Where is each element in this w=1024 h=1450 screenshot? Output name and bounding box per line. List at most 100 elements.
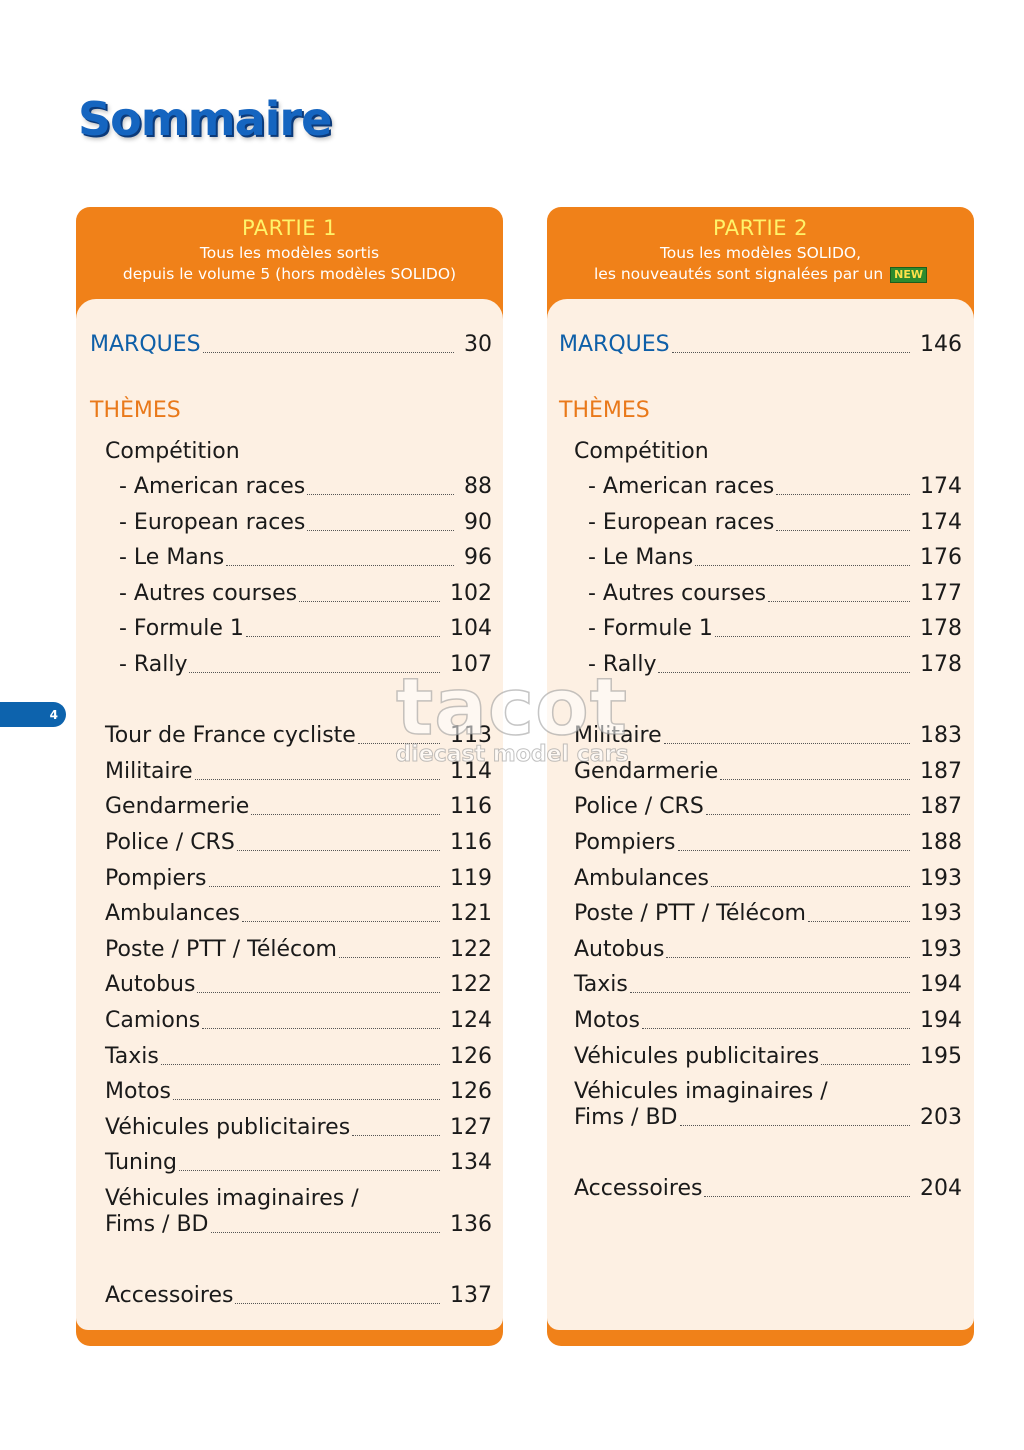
dot-leader bbox=[307, 530, 454, 531]
dot-leader bbox=[711, 886, 910, 887]
dot-leader bbox=[210, 1232, 440, 1233]
toc-entry-competition[interactable]: - Rally 107 bbox=[119, 651, 492, 679]
part2-subtitle-line2-row: les nouveautés sont signalées par un NEW bbox=[547, 264, 974, 285]
part2-header: PARTIE 2 Tous les modèles SOLIDO, les no… bbox=[547, 207, 974, 299]
dot-leader bbox=[714, 636, 910, 637]
toc-entry-theme[interactable]: Pompiers 119 bbox=[105, 865, 492, 893]
dot-leader bbox=[357, 743, 440, 744]
toc-entry-accessoires[interactable]: Accessoires 137 bbox=[105, 1282, 492, 1310]
toc-entry-label: Police / CRS bbox=[574, 794, 704, 819]
toc-entry-competition[interactable]: - American races 88 bbox=[119, 473, 492, 501]
dot-leader bbox=[679, 1125, 910, 1126]
toc-entry-imaginaires[interactable]: Fims / BD 136 bbox=[105, 1211, 492, 1239]
toc-entry-page: 121 bbox=[450, 901, 492, 926]
toc-entry-theme[interactable]: Tour de France cycliste 113 bbox=[105, 722, 492, 750]
toc-entry-label: Taxis bbox=[574, 972, 628, 997]
toc-entry-label: Véhicules publicitaires bbox=[574, 1044, 820, 1069]
toc-entry-label: Tuning bbox=[105, 1150, 178, 1175]
toc-entry-competition[interactable]: - Le Mans 176 bbox=[588, 544, 962, 572]
themes-heading: THÈMES bbox=[559, 398, 650, 423]
toc-entry-theme[interactable]: Ambulances 193 bbox=[574, 865, 962, 893]
toc-entry-page: 187 bbox=[920, 759, 962, 784]
toc-entry-theme[interactable]: Camions 124 bbox=[105, 1007, 492, 1035]
toc-entry-label: Police / CRS bbox=[105, 830, 235, 855]
toc-entry-page: 116 bbox=[450, 794, 492, 819]
toc-entry-competition[interactable]: - Autres courses 102 bbox=[119, 580, 492, 608]
toc-entry-theme[interactable]: Motos 126 bbox=[105, 1078, 492, 1106]
toc-entry-page: 174 bbox=[920, 510, 962, 535]
toc-entry-theme[interactable]: Taxis 194 bbox=[574, 971, 962, 999]
part2-subtitle: Tous les modèles SOLIDO, les nouveautés … bbox=[547, 243, 974, 285]
toc-entry-label: Fims / BD bbox=[574, 1105, 678, 1130]
toc-entry-theme[interactable]: Gendarmerie 116 bbox=[105, 793, 492, 821]
toc-entry-page: 126 bbox=[450, 1044, 492, 1069]
toc-entry-theme[interactable]: Véhicules publicitaires 195 bbox=[574, 1043, 962, 1071]
toc-entry-theme[interactable]: Pompiers 188 bbox=[574, 829, 962, 857]
toc-entry-page: 188 bbox=[920, 830, 962, 855]
toc-entry-theme[interactable]: Poste / PTT / Télécom 193 bbox=[574, 900, 962, 928]
toc-entry-theme[interactable]: Ambulances 121 bbox=[105, 900, 492, 928]
toc-entry-theme[interactable]: Militaire 183 bbox=[574, 722, 962, 750]
toc-entry-page: 146 bbox=[920, 332, 962, 357]
toc-entry-theme[interactable]: Poste / PTT / Télécom 122 bbox=[105, 936, 492, 964]
part1-toc: MARQUES 30 THÈMES Compétition - American… bbox=[76, 299, 503, 1330]
dot-leader bbox=[821, 1064, 910, 1065]
part1-subtitle-line1: Tous les modèles sortis bbox=[199, 244, 380, 262]
dot-leader bbox=[299, 601, 440, 602]
dot-leader bbox=[208, 886, 440, 887]
toc-entry-page: 193 bbox=[920, 901, 962, 926]
dot-leader bbox=[235, 1303, 440, 1304]
dot-leader bbox=[339, 957, 440, 958]
dot-leader bbox=[226, 565, 454, 566]
toc-entry-label: Accessoires bbox=[105, 1283, 234, 1308]
dot-leader bbox=[776, 530, 910, 531]
toc-entry-theme[interactable]: Autobus 122 bbox=[105, 971, 492, 999]
toc-entry-label: Militaire bbox=[574, 723, 662, 748]
toc-entry-page: 136 bbox=[450, 1212, 492, 1237]
toc-entry-imaginaires[interactable]: Fims / BD 203 bbox=[574, 1104, 962, 1132]
toc-entry-label: - American races bbox=[588, 474, 775, 499]
dot-leader bbox=[671, 352, 910, 353]
toc-entry-competition[interactable]: - Formule 1 178 bbox=[588, 615, 962, 643]
part1-panel: PARTIE 1 Tous les modèles sortis depuis … bbox=[76, 207, 503, 1346]
dot-leader bbox=[160, 1064, 440, 1065]
toc-entry-page: 193 bbox=[920, 866, 962, 891]
toc-entry-marques[interactable]: MARQUES 146 bbox=[559, 331, 962, 359]
toc-entry-theme[interactable]: Militaire 114 bbox=[105, 758, 492, 786]
toc-entry-theme[interactable]: Véhicules publicitaires 127 bbox=[105, 1114, 492, 1142]
dot-leader bbox=[202, 352, 454, 353]
toc-entry-competition[interactable]: - Formule 1 104 bbox=[119, 615, 492, 643]
toc-entry-marques[interactable]: MARQUES 30 bbox=[90, 331, 492, 359]
toc-entry-page: 174 bbox=[920, 474, 962, 499]
toc-entry-competition[interactable]: - Rally 178 bbox=[588, 651, 962, 679]
toc-entry-theme[interactable]: Police / CRS 116 bbox=[105, 829, 492, 857]
toc-entry-label: Véhicules publicitaires bbox=[105, 1115, 351, 1140]
toc-entry-label: Poste / PTT / Télécom bbox=[105, 937, 337, 962]
toc-entry-page: 127 bbox=[450, 1115, 492, 1140]
toc-entry-theme[interactable]: Gendarmerie 187 bbox=[574, 758, 962, 786]
toc-entry-competition[interactable]: - European races 90 bbox=[119, 509, 492, 537]
toc-entry-competition[interactable]: - Le Mans 96 bbox=[119, 544, 492, 572]
part1-title: PARTIE 1 bbox=[241, 216, 338, 240]
part2-title: PARTIE 2 bbox=[712, 216, 809, 240]
toc-entry-theme[interactable]: Autobus 193 bbox=[574, 936, 962, 964]
part2-subtitle-line2: les nouveautés sont signalées par un bbox=[593, 265, 884, 283]
dot-leader bbox=[677, 850, 910, 851]
toc-entry-theme[interactable]: Taxis 126 bbox=[105, 1043, 492, 1071]
toc-entry-competition[interactable]: - European races 174 bbox=[588, 509, 962, 537]
toc-entry-theme[interactable]: Tuning 134 bbox=[105, 1149, 492, 1177]
toc-entry-label: - Formule 1 bbox=[588, 616, 713, 641]
toc-entry-accessoires[interactable]: Accessoires 204 bbox=[574, 1175, 962, 1203]
toc-entry-label: - Rally bbox=[588, 652, 657, 677]
toc-entry-competition[interactable]: - American races 174 bbox=[588, 473, 962, 501]
toc-entry-label: MARQUES bbox=[90, 332, 201, 357]
dot-leader bbox=[202, 1028, 440, 1029]
toc-entry-theme[interactable]: Police / CRS 187 bbox=[574, 793, 962, 821]
toc-entry-label: - Le Mans bbox=[588, 545, 694, 570]
toc-entry-label: Camions bbox=[105, 1008, 201, 1033]
toc-entry-competition[interactable]: - Autres courses 177 bbox=[588, 580, 962, 608]
dot-leader bbox=[189, 672, 440, 673]
toc-entry-theme[interactable]: Motos 194 bbox=[574, 1007, 962, 1035]
toc-entry-page: 126 bbox=[450, 1079, 492, 1104]
dot-leader bbox=[194, 779, 440, 780]
